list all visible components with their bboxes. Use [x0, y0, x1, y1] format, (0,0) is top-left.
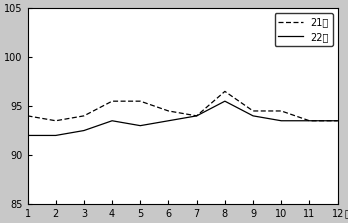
21年	[279, 110, 283, 112]
22年	[223, 100, 227, 103]
21年	[54, 120, 58, 122]
21年	[223, 90, 227, 93]
22年	[307, 120, 311, 122]
22年	[110, 120, 114, 122]
22年	[25, 134, 30, 137]
21年	[166, 110, 171, 112]
Line: 21年: 21年	[27, 91, 338, 121]
21年	[110, 100, 114, 103]
21年	[82, 115, 86, 117]
21年	[25, 115, 30, 117]
22年	[138, 124, 142, 127]
22年	[195, 115, 199, 117]
22年	[335, 120, 340, 122]
Line: 22年: 22年	[27, 101, 338, 135]
22年	[279, 120, 283, 122]
Text: 指数: 指数	[18, 222, 30, 223]
21年	[195, 115, 199, 117]
21年	[307, 120, 311, 122]
Legend: 21年, 22年: 21年, 22年	[275, 13, 333, 46]
22年	[166, 120, 171, 122]
21年	[138, 100, 142, 103]
22年	[251, 115, 255, 117]
22年	[82, 129, 86, 132]
Text: 月: 月	[345, 208, 348, 218]
21年	[251, 110, 255, 112]
21年	[335, 120, 340, 122]
22年	[54, 134, 58, 137]
